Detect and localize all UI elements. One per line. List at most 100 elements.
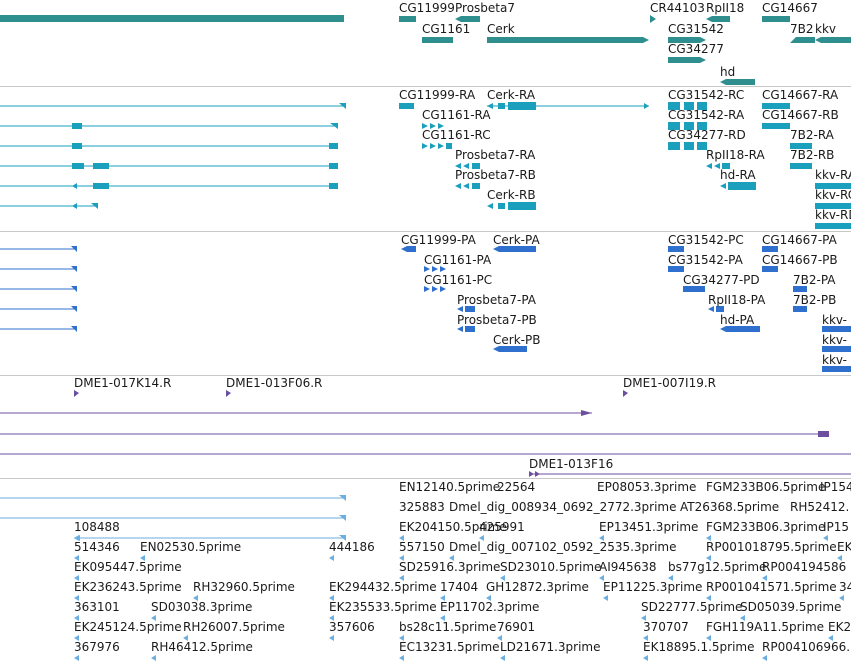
est-label[interactable]: 363101 [74, 600, 120, 614]
protein-label[interactable]: CG1161-PC [424, 273, 492, 287]
gene-label[interactable]: CG31542 [668, 22, 724, 36]
est-feature[interactable] [74, 635, 79, 641]
est-label[interactable]: EK245124.5prime [74, 620, 182, 634]
est-label[interactable]: 17404 [440, 580, 478, 594]
est-label[interactable]: RP001018795.5prime [706, 540, 837, 554]
protein-label[interactable]: RpII18-PA [708, 293, 766, 307]
gene-feature[interactable] [668, 37, 706, 43]
est-label[interactable]: RH26007.5prime [183, 620, 285, 634]
est-label[interactable]: RH52412. [790, 500, 849, 514]
est-feature[interactable] [500, 655, 505, 661]
est-feature[interactable] [74, 615, 79, 621]
est-label[interactable]: Dmel_dig_007102_0592_2535.3prime [449, 540, 677, 554]
gene-feature[interactable] [706, 16, 730, 22]
transcript-label[interactable]: Prosbeta7-RB [455, 168, 536, 182]
gene-feature[interactable] [815, 37, 851, 43]
est-label[interactable]: bs77g12.5prime [668, 560, 766, 574]
gene-label[interactable]: hd [720, 65, 735, 79]
est-label[interactable]: EC13231.5prime [399, 640, 500, 654]
est-feature[interactable] [140, 555, 145, 561]
transcript-label[interactable]: CG31542-RA [668, 108, 745, 122]
est-label[interactable]: SD23010.5prime [500, 560, 601, 574]
est-label[interactable]: 76901 [497, 620, 535, 634]
transcript-label[interactable]: kkv-RD [815, 208, 851, 222]
est-label[interactable]: Dmel_dig_008934_0692_2772.3prime [449, 500, 677, 514]
est-label[interactable]: 514346 [74, 540, 120, 554]
est-label[interactable]: EK236243.5prime [74, 580, 182, 594]
est-label[interactable]: 34 [839, 580, 851, 594]
protein-label[interactable]: CG1161-PA [424, 253, 492, 267]
est-label[interactable]: LD21671.3prime [500, 640, 601, 654]
est-feature[interactable] [74, 575, 79, 581]
est-label[interactable]: 444186 [329, 540, 375, 554]
est-label[interactable]: EK235533.5prime [329, 600, 437, 614]
protein-label[interactable]: hd-PA [720, 313, 755, 327]
est-label[interactable]: 425991 [479, 520, 525, 534]
est-feature[interactable] [500, 575, 505, 581]
est-label[interactable]: 557150 [399, 540, 445, 554]
est-feature[interactable] [497, 635, 502, 641]
transcript-label[interactable]: CG31542-RC [668, 88, 744, 102]
protein-label[interactable]: CG14667-PA [762, 233, 838, 247]
est-label[interactable]: GH12872.3prime [486, 580, 589, 594]
est-label[interactable]: EK [837, 540, 851, 554]
est-feature[interactable] [706, 535, 711, 541]
est-label[interactable]: 357606 [329, 620, 375, 634]
est-feature[interactable] [762, 655, 767, 661]
est-label[interactable]: EP11702.3prime [440, 600, 539, 614]
est-feature[interactable] [837, 555, 842, 561]
est-label[interactable]: FGH119A11.5prime [706, 620, 824, 634]
est-feature[interactable] [440, 615, 445, 621]
gene-label[interactable]: Prosbeta7 [455, 1, 515, 15]
est-label[interactable]: SD05039.5prime [740, 600, 841, 614]
bac-label[interactable]: DME1-007I19.R [623, 376, 716, 390]
transcript-label[interactable]: CG1161-RC [422, 128, 491, 142]
est-feature[interactable] [479, 535, 484, 541]
est-feature[interactable] [706, 635, 711, 641]
gene-feature[interactable] [455, 16, 480, 22]
est-feature[interactable] [603, 595, 608, 601]
protein-label[interactable]: Cerk-PB [493, 333, 540, 347]
transcript-label[interactable]: CG11999-RA [399, 88, 476, 102]
est-feature[interactable] [762, 575, 767, 581]
transcript-label[interactable]: CG34277-RD [668, 128, 746, 142]
est-label[interactable]: IP154 [820, 480, 851, 494]
est-feature[interactable] [183, 635, 188, 641]
protein-label[interactable]: CG11999-PA [401, 233, 477, 247]
gene-feature[interactable] [720, 79, 755, 85]
protein-label[interactable]: CG34277-PD [683, 273, 760, 287]
transcript-label[interactable]: Prosbeta7-RA [455, 148, 536, 162]
est-feature[interactable] [486, 595, 491, 601]
est-label[interactable]: 367976 [74, 640, 120, 654]
protein-label[interactable]: 7B2-PB [793, 293, 836, 307]
est-feature[interactable] [440, 595, 445, 601]
est-feature[interactable] [329, 595, 334, 601]
protein-label[interactable]: kkv- [822, 333, 847, 347]
gene-feature[interactable] [650, 15, 656, 23]
protein-label[interactable]: Prosbeta7-PB [457, 313, 537, 327]
est-label[interactable]: FGM233B06.5prime [706, 480, 825, 494]
est-feature[interactable] [329, 615, 334, 621]
est-feature[interactable] [828, 635, 833, 641]
est-feature[interactable] [643, 635, 648, 641]
est-feature[interactable] [399, 655, 404, 661]
gene-label[interactable]: CG34277 [668, 42, 724, 56]
est-label[interactable]: EK18895.1.5prime [643, 640, 754, 654]
transcript-label[interactable]: RpII18-RA [706, 148, 765, 162]
est-label[interactable]: EP11225.3prime [603, 580, 702, 594]
est-label[interactable]: SD03038.3prime [151, 600, 252, 614]
gene-label[interactable]: CG11999 [399, 1, 455, 15]
est-feature[interactable] [599, 575, 604, 581]
est-feature[interactable] [839, 595, 844, 601]
est-label[interactable]: 108488 [74, 520, 120, 534]
transcript-label[interactable]: CG1161-RA [422, 108, 491, 122]
gene-label[interactable]: 7B2 [790, 22, 814, 36]
gene-feature[interactable] [422, 37, 453, 43]
est-label[interactable]: RP004106966. [762, 640, 850, 654]
transcript-label[interactable]: CG14667-RA [762, 88, 839, 102]
bac-label[interactable]: DME1-013F06.R [226, 376, 322, 390]
est-label[interactable]: bs28c11.5prime [399, 620, 496, 634]
gene-feature[interactable] [790, 37, 815, 43]
est-label[interactable]: SD22777.5prime [641, 600, 742, 614]
transcript-label[interactable]: kkv-RA [815, 168, 851, 182]
